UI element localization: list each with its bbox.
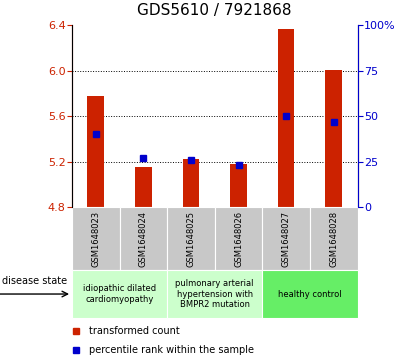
Bar [167,270,262,318]
Text: idiopathic dilated
cardiomyopathy: idiopathic dilated cardiomyopathy [83,284,156,304]
Bar [215,207,262,270]
Bar [262,270,358,318]
Text: GSM1648028: GSM1648028 [329,211,338,267]
Text: GSM1648026: GSM1648026 [234,211,243,267]
Bar [182,159,199,207]
Text: healthy control: healthy control [278,290,342,298]
Text: GSM1648024: GSM1648024 [139,211,148,267]
Text: GSM1648023: GSM1648023 [91,211,100,267]
Text: GSM1648025: GSM1648025 [187,211,196,267]
Bar [135,167,152,207]
Bar [310,207,358,270]
Text: pulmonary arterial
hypertension with
BMPR2 mutation: pulmonary arterial hypertension with BMP… [175,279,254,309]
Bar [326,70,342,207]
Text: percentile rank within the sample: percentile rank within the sample [89,345,254,355]
Bar [72,270,167,318]
Bar [230,164,247,207]
Text: disease state: disease state [2,276,67,286]
Text: GDS5610 / 7921868: GDS5610 / 7921868 [138,3,292,18]
Bar [278,29,295,207]
Bar [88,96,104,207]
Text: GSM1648027: GSM1648027 [282,211,291,267]
Bar [167,207,215,270]
Bar [72,207,120,270]
Bar [120,207,167,270]
Bar [262,207,310,270]
Text: transformed count: transformed count [89,326,180,336]
